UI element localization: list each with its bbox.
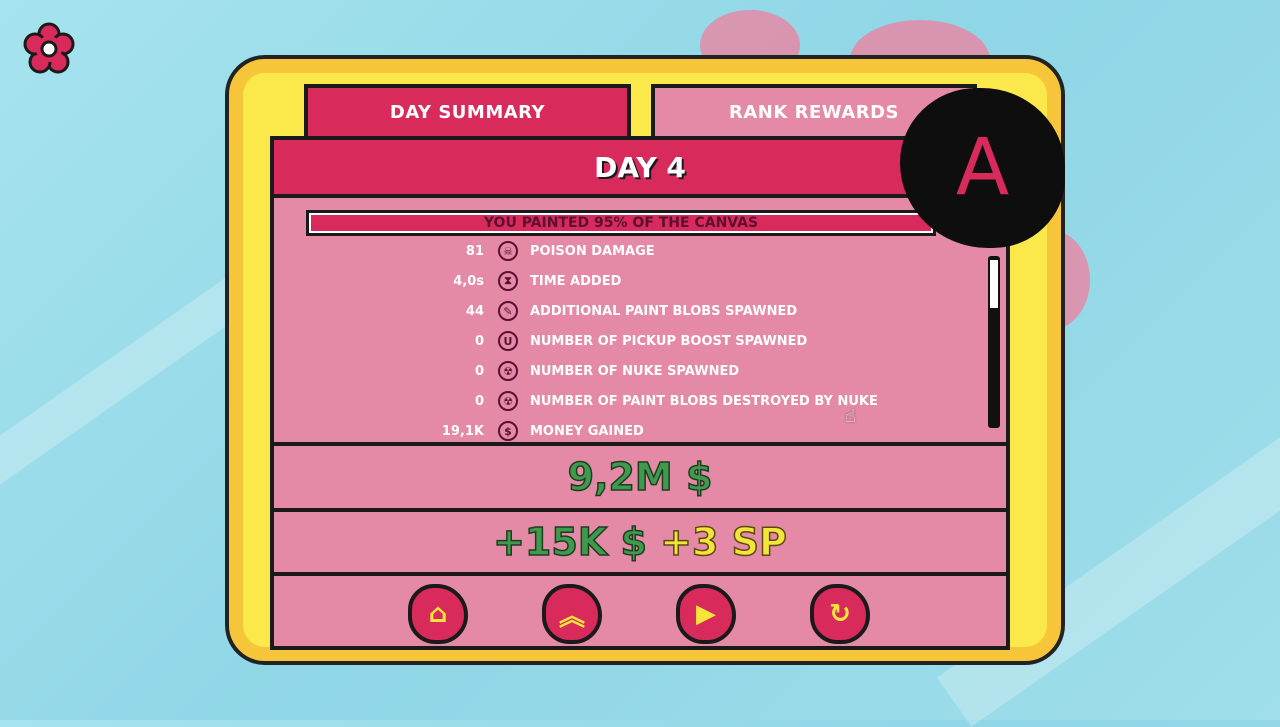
- stat-label: ADDITIONAL PAINT BLOBS SPAWNED: [530, 303, 798, 319]
- reward-sp: +3 SP: [659, 519, 787, 565]
- double-chevron-up-icon: ︽: [558, 601, 585, 632]
- stat-value: 0: [474, 363, 484, 379]
- stat-value: 0: [474, 393, 484, 409]
- hand-cursor-icon: ☝: [845, 406, 856, 427]
- rank-grade-badge: A: [900, 88, 1065, 248]
- stat-label: NUMBER OF NUKE SPAWNED: [530, 363, 740, 379]
- total-money-row: 9,2M $: [274, 442, 1006, 508]
- play-button[interactable]: ▶: [676, 584, 736, 644]
- restart-icon: ↻: [829, 599, 851, 629]
- hourglass-icon: ⧗: [498, 271, 518, 291]
- stat-value: 0: [474, 333, 484, 349]
- canvas-painted-banner: YOU PAINTED 95% OF THE CANVAS: [306, 210, 936, 236]
- stat-row: 81 ☠ POISON DAMAGE: [274, 239, 994, 263]
- restart-button[interactable]: ↻: [810, 584, 870, 644]
- poison-icon: ☠: [498, 241, 518, 261]
- stat-row: 19,1K $ MONEY GAINED: [274, 419, 994, 443]
- stat-value: 81: [465, 243, 484, 259]
- stat-row: 44 ✎ ADDITIONAL PAINT BLOBS SPAWNED: [274, 299, 994, 323]
- paint-blob-icon: ✎: [498, 301, 518, 321]
- nuke-icon: ☢: [498, 361, 518, 381]
- stat-row: 0 U NUMBER OF PICKUP BOOST SPAWNED: [274, 329, 994, 353]
- stat-label: MONEY GAINED: [530, 423, 644, 439]
- stat-label: NUMBER OF PAINT BLOBS DESTROYED BY NUKE: [530, 393, 878, 409]
- stat-row: 4,0s ⧗ TIME ADDED: [274, 269, 994, 293]
- radiation-icon: ☢: [498, 391, 518, 411]
- stat-value: 19,1K: [441, 423, 484, 439]
- stat-row: 0 ☢ NUMBER OF NUKE SPAWNED: [274, 359, 994, 383]
- action-buttons-row: ⌂ ︽ ▶ ↻: [274, 572, 1006, 646]
- dollar-icon: $: [498, 421, 518, 441]
- stat-label: TIME ADDED: [530, 273, 622, 289]
- reward-money: +15K $: [492, 519, 647, 565]
- total-money: 9,2M $: [567, 454, 713, 500]
- summary-panel: DAY 4 YOU PAINTED 95% OF THE CANVAS 81 ☠ P…: [270, 136, 1010, 650]
- stat-value: 4,0s: [453, 273, 484, 289]
- upgrade-button[interactable]: ︽: [542, 584, 602, 644]
- stat-value: 44: [465, 303, 484, 319]
- stat-label: NUMBER OF PICKUP BOOST SPAWNED: [530, 333, 808, 349]
- home-button[interactable]: ⌂: [408, 584, 468, 644]
- scrollbar-thumb[interactable]: [990, 260, 998, 308]
- reward-row: +15K $ +3 SP: [274, 508, 1006, 572]
- stat-label: POISON DAMAGE: [530, 243, 655, 259]
- scrollbar[interactable]: [988, 256, 1000, 428]
- stat-row: 0 ☢ NUMBER OF PAINT BLOBS DESTROYED BY NUK…: [274, 389, 994, 413]
- home-icon: ⌂: [428, 599, 448, 629]
- tab-day-summary[interactable]: DAY SUMMARY: [304, 84, 631, 136]
- settings-gear-icon[interactable]: [22, 22, 76, 76]
- magnet-icon: U: [498, 331, 518, 351]
- page-title: DAY 4: [274, 140, 1006, 198]
- play-icon: ▶: [696, 599, 716, 629]
